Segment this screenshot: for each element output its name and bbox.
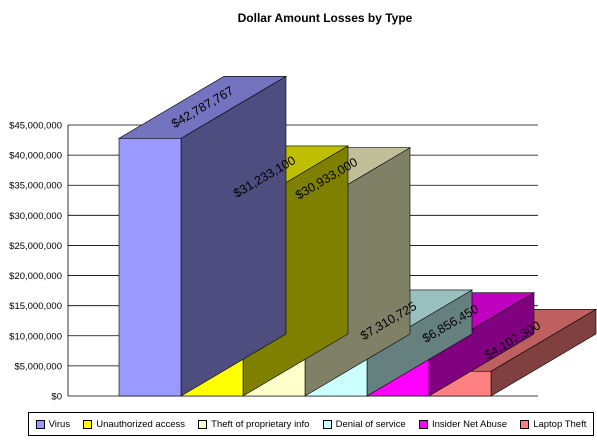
legend-item: Theft of proprietary info bbox=[198, 419, 309, 430]
y-tick-label: $15,000,000 bbox=[9, 301, 62, 312]
bars bbox=[117, 75, 597, 397]
legend-label: Insider Net Abuse bbox=[432, 418, 507, 430]
y-tick-label: $10,000,000 bbox=[9, 331, 62, 342]
legend-swatch bbox=[35, 419, 45, 429]
legend-swatch bbox=[322, 419, 332, 429]
legend-label: Theft of proprietary info bbox=[211, 418, 310, 430]
legend-swatch bbox=[198, 419, 208, 429]
legend-label: Denial of service bbox=[335, 418, 406, 430]
legend-swatch bbox=[419, 419, 428, 429]
y-tick-label: $20,000,000 bbox=[9, 271, 62, 282]
legend-label: Unauthorized access bbox=[96, 418, 185, 430]
chart-title: Dollar Amount Losses by Type bbox=[238, 11, 413, 25]
legend-item: Denial of service bbox=[322, 418, 406, 430]
y-tick-label: $30,000,000 bbox=[9, 211, 62, 222]
y-tick-label: $35,000,000 bbox=[9, 181, 62, 192]
legend-swatch bbox=[520, 419, 530, 429]
legend-item: Insider Net Abuse bbox=[419, 419, 507, 430]
legend-label: Virus bbox=[48, 418, 71, 430]
legend-item: Virus bbox=[35, 418, 71, 430]
legend-item: Unauthorized access bbox=[83, 419, 185, 430]
legend: Virus Unauthorized access Theft of proprie… bbox=[28, 412, 594, 436]
y-axis: $0 $5,000,000 $10,000,000 $15,000,000 $20,00… bbox=[9, 121, 69, 403]
y-tick-label: $25,000,000 bbox=[9, 241, 62, 252]
legend-swatch bbox=[83, 419, 93, 429]
y-tick-label: $0 bbox=[51, 392, 62, 403]
legend-label: Laptop Theft bbox=[533, 418, 587, 430]
legend-item: Laptop Theft bbox=[520, 419, 586, 430]
y-tick-label: $5,000,000 bbox=[14, 361, 62, 372]
bar-front bbox=[118, 138, 182, 397]
y-tick-label: $45,000,000 bbox=[9, 121, 62, 132]
y-tick-label: $40,000,000 bbox=[9, 151, 62, 162]
